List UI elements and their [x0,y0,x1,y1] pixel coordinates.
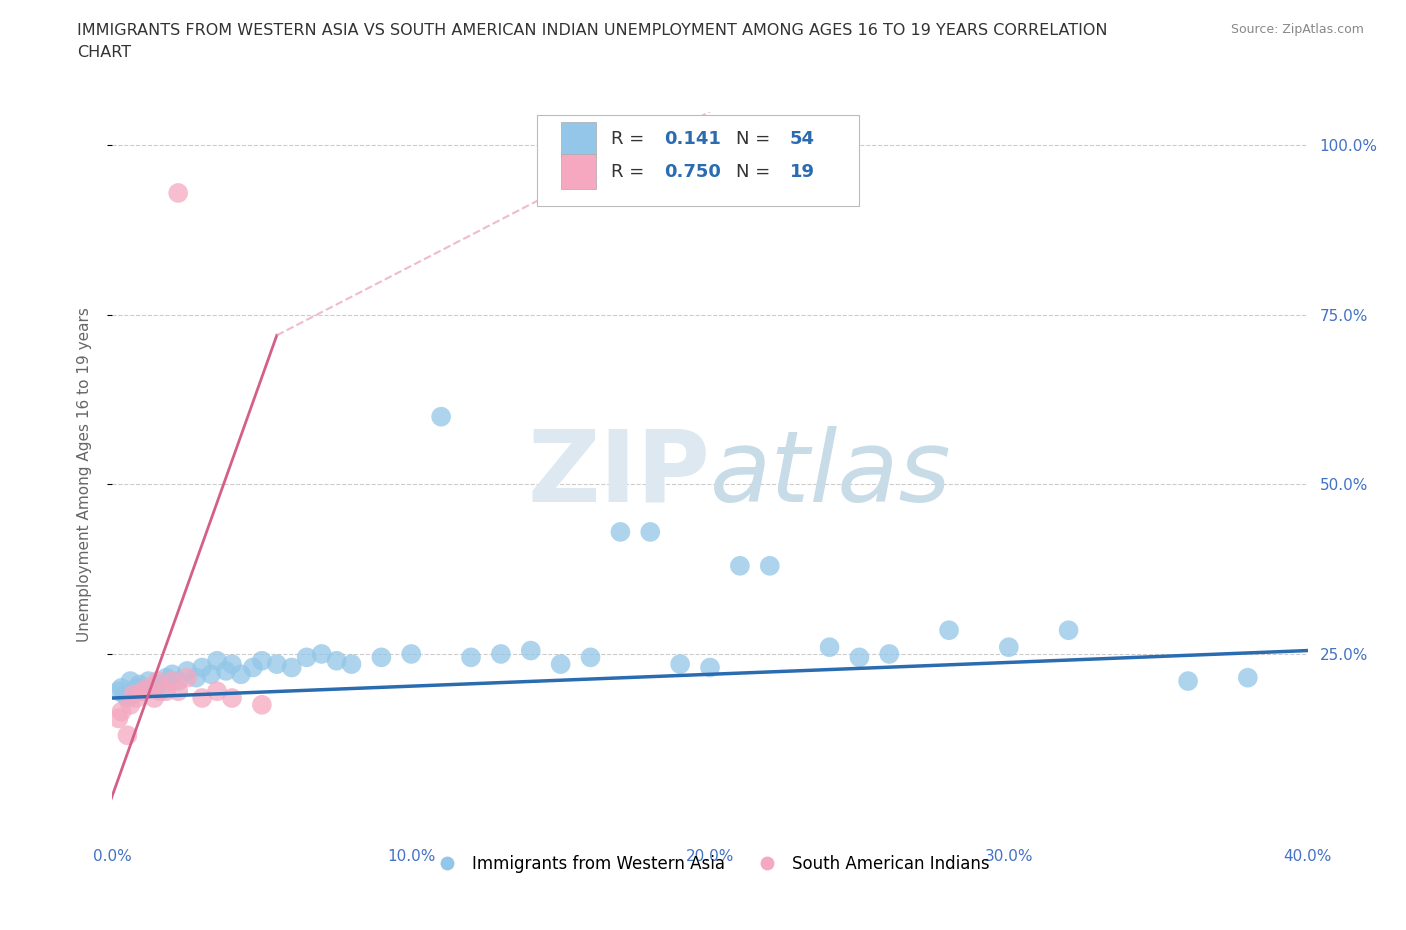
Point [250,698,273,712]
Text: ZIP: ZIP [527,426,710,523]
Text: 54: 54 [790,130,815,148]
Point [143,691,166,706]
Point [138,673,160,688]
Text: IMMIGRANTS FROM WESTERN ASIA VS SOUTH AMERICAN INDIAN UNEMPLOYMENT AMONG AGES 16: IMMIGRANTS FROM WESTERN ASIA VS SOUTH AM… [77,23,1108,38]
Point [325,653,347,668]
Point [430,409,453,424]
Point [340,657,363,671]
Text: atlas: atlas [710,426,952,523]
Point [699,660,721,675]
Point [818,640,841,655]
Point [550,657,572,671]
Text: R =: R = [610,163,644,180]
Point [117,728,139,743]
Point [146,673,169,688]
Point [155,684,177,698]
Point [125,691,148,706]
Point [205,653,228,668]
Point [162,673,183,688]
Point [489,646,512,661]
Point [125,681,148,696]
Point [200,667,222,682]
Point [370,650,392,665]
Point [221,691,243,706]
Point [295,650,318,665]
Point [155,671,177,685]
Point [281,660,304,675]
Point [146,677,169,692]
Y-axis label: Unemployment Among Ages 16 to 19 years: Unemployment Among Ages 16 to 19 years [77,307,91,642]
Point [1177,673,1199,688]
Point [120,673,142,688]
Point [609,525,631,539]
Point [998,640,1021,655]
Point [229,667,252,682]
Point [728,558,751,573]
Point [138,681,160,696]
Bar [561,154,596,189]
Point [120,698,142,712]
Point [669,657,692,671]
Point [167,684,190,698]
Point [215,663,238,678]
Text: 0.141: 0.141 [665,130,721,148]
Point [128,677,150,692]
Point [131,684,153,698]
Point [250,653,273,668]
Point [1057,623,1080,638]
Point [143,681,166,696]
Point [162,667,183,682]
Point [848,650,870,665]
Text: N =: N = [737,163,770,180]
Point [122,687,145,702]
Point [205,684,228,698]
Point [640,525,662,539]
Point [117,691,139,706]
Point [266,657,288,671]
Point [1237,671,1260,685]
Point [114,687,135,702]
Point [107,684,129,698]
Text: CHART: CHART [77,45,131,60]
Legend: Immigrants from Western Asia, South American Indians: Immigrants from Western Asia, South Amer… [423,848,997,880]
Point [520,644,543,658]
Text: 0.750: 0.750 [665,163,721,180]
Text: 19: 19 [790,163,815,180]
Text: R =: R = [610,130,644,148]
Point [110,704,132,719]
Point [131,684,153,698]
Point [176,663,198,678]
Point [110,681,132,696]
Point [191,660,214,675]
Point [149,684,172,698]
Point [401,646,423,661]
Point [167,673,190,688]
Point [167,185,190,200]
Point [176,671,198,685]
Point [191,691,214,706]
Point [221,657,243,671]
Bar [561,122,596,156]
FancyBboxPatch shape [537,115,859,206]
Point [122,684,145,698]
Point [460,650,482,665]
Text: Source: ZipAtlas.com: Source: ZipAtlas.com [1230,23,1364,36]
Point [879,646,901,661]
Point [242,660,264,675]
Text: N =: N = [737,130,770,148]
Point [186,671,208,685]
Point [107,711,129,725]
Point [938,623,960,638]
Point [579,650,602,665]
Point [311,646,333,661]
Point [759,558,782,573]
